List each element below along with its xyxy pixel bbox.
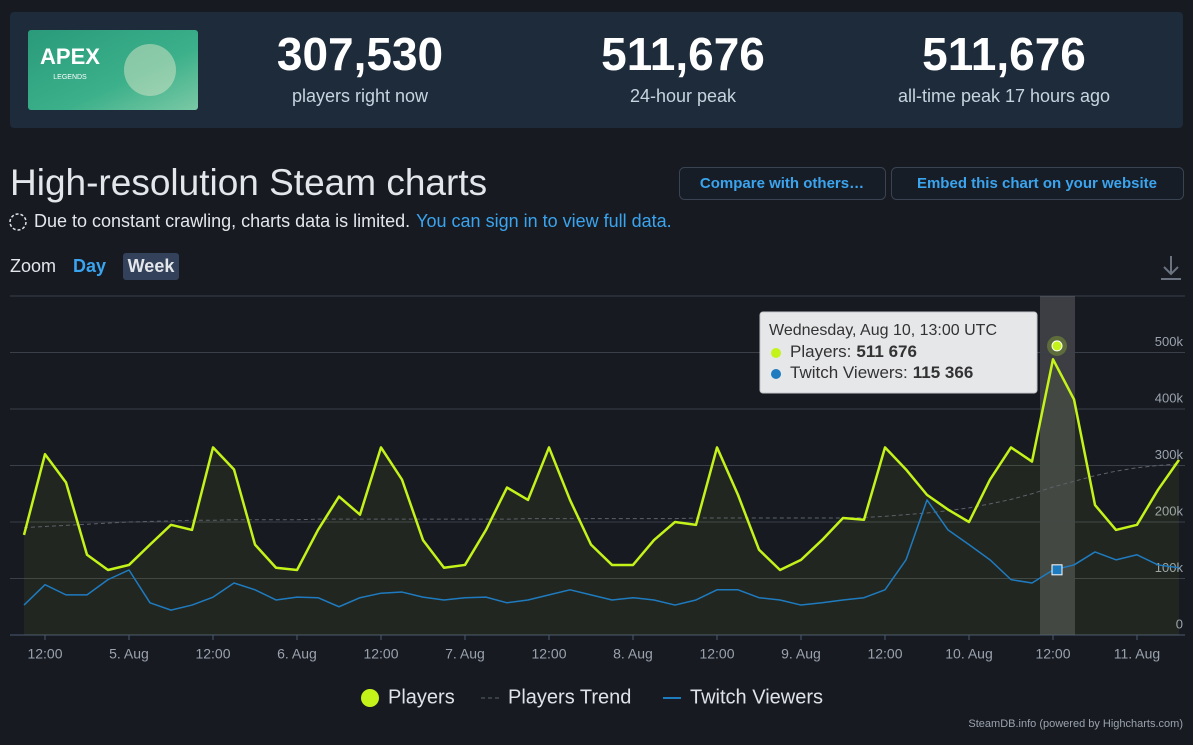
x-tick-label: 9. Aug — [781, 646, 821, 662]
legend-label[interactable]: Players Trend — [508, 686, 631, 708]
logo-subtitle: LEGENDS — [53, 74, 87, 81]
hover-point — [1051, 340, 1063, 352]
y-tick-label: 200k — [1155, 503, 1184, 518]
x-tick-label: 5. Aug — [109, 646, 149, 662]
logo-art — [124, 44, 176, 96]
stats-panel — [10, 12, 1183, 128]
tooltip-row: Players: 511 676 — [790, 342, 917, 361]
section-title: High-resolution Steam charts — [10, 162, 487, 203]
stat-label: 24-hour peak — [630, 86, 737, 106]
stat-label: all-time peak 17 hours ago — [898, 86, 1110, 106]
x-tick-label: 12:00 — [363, 646, 398, 662]
legend-label[interactable]: Twitch Viewers — [690, 686, 823, 708]
tooltip-title: Wednesday, Aug 10, 13:00 UTC — [769, 322, 997, 339]
hover-point — [1051, 564, 1063, 576]
notice-icon — [9, 213, 27, 231]
tooltip-label: Twitch Viewers: — [790, 363, 908, 382]
sign-in-link[interactable]: You can sign in to view full data. — [416, 211, 672, 231]
stat-label: players right now — [292, 86, 429, 106]
x-tick-label: 12:00 — [1035, 646, 1070, 662]
tooltip-row: Twitch Viewers: 115 366 — [790, 363, 973, 382]
tooltip-swatch — [771, 348, 781, 358]
x-tick-label: 12:00 — [867, 646, 902, 662]
x-tick-label: 6. Aug — [277, 646, 317, 662]
x-tick-label: 12:00 — [27, 646, 62, 662]
zoom-week-bg — [123, 253, 179, 280]
y-tick-label: 400k — [1155, 390, 1184, 405]
y-tick-label: 0 — [1176, 616, 1183, 631]
x-tick-label: 12:00 — [531, 646, 566, 662]
zoom-label: Zoom — [10, 256, 56, 276]
tooltip-label: Players: — [790, 342, 851, 361]
y-tick-label: 300k — [1155, 447, 1184, 462]
zoom-day[interactable]: Day — [73, 256, 106, 276]
logo-title: APEX — [40, 44, 100, 69]
zoom-week[interactable]: Week — [128, 256, 176, 276]
series-line — [23, 463, 1180, 529]
notice: Due to constant crawling, charts data is… — [34, 211, 672, 231]
credits: SteamDB.info (powered by Highcharts.com) — [968, 718, 1183, 730]
area — [24, 359, 1179, 635]
stat-value: 307,530 — [277, 28, 443, 80]
compare-button-label: Compare with others… — [700, 175, 864, 192]
notice-text: Due to constant crawling, charts data is… — [34, 211, 410, 231]
x-tick-label: 7. Aug — [445, 646, 485, 662]
compare-button[interactable] — [679, 167, 886, 200]
tooltip-value: 115 366 — [913, 363, 974, 382]
x-tick-label: 8. Aug — [613, 646, 653, 662]
stat-value: 511,676 — [922, 28, 1086, 80]
y-tick-label: 100k — [1155, 560, 1184, 575]
series-line — [23, 499, 1180, 611]
tooltip: Wednesday, Aug 10, 13:00 UTC Players: 511 … — [759, 311, 1038, 394]
plot: 0 100k 200k 300k 400k 500k 12:00 5. Aug 12:00 6. … — [10, 311, 1185, 662]
x-tick-label: 12:00 — [699, 646, 734, 662]
y-tick-label: 500k — [1155, 334, 1184, 349]
embed-button-label: Embed this chart on your website — [917, 175, 1157, 192]
x-tick-label: 12:00 — [195, 646, 230, 662]
legend-label[interactable]: Players — [388, 686, 455, 708]
embed-button[interactable] — [891, 167, 1184, 200]
legend-symbol — [361, 689, 379, 707]
x-tick-label: 11. Aug — [1114, 646, 1160, 662]
series-line — [22, 358, 1181, 572]
tooltip-box — [759, 311, 1038, 394]
download-glyph — [1161, 256, 1181, 280]
stat-value: 511,676 — [601, 28, 765, 80]
tooltip-value: 511 676 — [856, 342, 917, 361]
download-icon[interactable] — [1161, 256, 1181, 280]
tooltip-swatch — [771, 369, 781, 379]
x-tick-label: 10. Aug — [945, 646, 993, 662]
